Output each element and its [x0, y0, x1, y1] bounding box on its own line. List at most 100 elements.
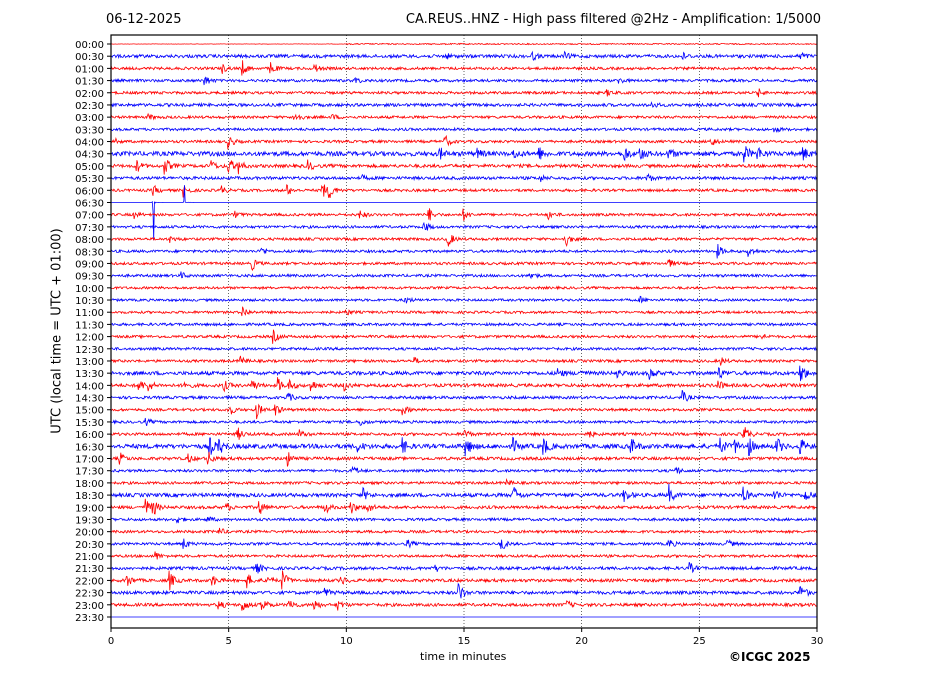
trace-0100: [110, 60, 817, 76]
trace-0730: [110, 221, 817, 231]
y-tick-label: 14:00: [75, 381, 104, 392]
trace-0030: [110, 50, 817, 61]
x-tick-label: 0: [108, 636, 114, 647]
trace-2230: [110, 582, 817, 599]
x-tick-label: 10: [340, 636, 353, 647]
copyright-label: ©ICGC 2025: [729, 650, 811, 664]
trace-1330: [110, 365, 817, 382]
y-tick-label: 01:00: [75, 64, 104, 75]
x-axis-label: time in minutes: [420, 650, 507, 663]
trace-0700: [110, 208, 817, 221]
y-tick-label: 00:30: [75, 52, 104, 63]
y-tick-label: 03:30: [75, 125, 104, 136]
y-tick-label: 06:30: [75, 198, 104, 209]
y-tick-label: 16:30: [75, 442, 104, 453]
y-tick-label: 05:00: [75, 162, 104, 173]
trace-1930: [110, 516, 817, 524]
trace-0200: [110, 88, 817, 98]
trace-1130: [110, 321, 817, 328]
y-tick-label: 21:00: [75, 552, 104, 563]
y-tick-label: 19:00: [75, 503, 104, 514]
trace-0600: [110, 184, 817, 198]
trace-2130: [110, 562, 817, 574]
y-tick-label: 01:30: [75, 77, 104, 88]
y-tick-label: 21:30: [75, 564, 104, 575]
y-tick-label: 12:30: [75, 345, 104, 356]
y-tick-label: 15:00: [75, 406, 104, 417]
y-tick-label: 17:00: [75, 455, 104, 466]
y-tick-label: 20:00: [75, 528, 104, 539]
trace-1830: [110, 483, 817, 503]
y-tick-label: 08:30: [75, 247, 104, 258]
trace-1900: [110, 498, 817, 515]
trace-0630: [111, 185, 817, 241]
trace-0130: [110, 76, 817, 86]
trace-2100: [110, 551, 817, 560]
y-tick-label: 12:00: [75, 333, 104, 344]
y-tick-label: 17:30: [75, 467, 104, 478]
trace-1800: [110, 477, 817, 486]
x-tick-label: 15: [458, 636, 471, 647]
y-tick-label: 14:30: [75, 394, 104, 405]
trace-2030: [110, 538, 817, 549]
y-tick-label: 02:30: [75, 101, 104, 112]
y-tick-label: 09:00: [75, 259, 104, 270]
trace-0330: [110, 126, 817, 134]
trace-1530: [110, 417, 817, 427]
y-tick-label: 19:30: [75, 515, 104, 526]
y-tick-label: 13:00: [75, 357, 104, 368]
y-tick-label: 04:00: [75, 138, 104, 149]
trace-1030: [110, 295, 817, 304]
trace-2200: [110, 570, 817, 591]
trace-0500: [110, 159, 817, 175]
y-tick-label: 15:30: [75, 418, 104, 429]
y-tick-label: 11:00: [75, 308, 104, 319]
trace-1100: [110, 306, 817, 317]
trace-1230: [110, 346, 817, 352]
trace-1500: [110, 403, 817, 420]
y-tick-label: 10:30: [75, 296, 104, 307]
trace-0800: [110, 234, 817, 248]
trace-1700: [110, 451, 817, 467]
trace-0400: [110, 134, 817, 150]
x-tick-label: 30: [811, 636, 824, 647]
x-tick-label: 5: [225, 636, 231, 647]
y-tick-label: 13:30: [75, 369, 104, 380]
trace-1730: [110, 465, 817, 475]
trace-1630: [110, 436, 817, 457]
y-tick-label: 18:30: [75, 491, 104, 502]
trace-1430: [110, 390, 817, 402]
y-tick-label: 23:00: [75, 601, 104, 612]
trace-1400: [110, 377, 817, 393]
trace-0300: [110, 112, 817, 121]
trace-1000: [110, 285, 817, 291]
trace-1200: [110, 329, 817, 344]
trace-2000: [110, 527, 817, 535]
y-tick-label: 18:00: [75, 479, 104, 490]
x-tick-label: 25: [693, 636, 706, 647]
y-tick-label: 05:30: [75, 174, 104, 185]
y-tick-label: 11:30: [75, 320, 104, 331]
y-tick-label: 09:30: [75, 272, 104, 283]
y-tick-label: 03:00: [75, 113, 104, 124]
y-tick-label: 00:00: [75, 40, 104, 51]
y-tick-label: 10:00: [75, 284, 104, 295]
trace-0000: [110, 42, 817, 46]
y-tick-label: 22:30: [75, 589, 104, 600]
chart-date: 06-12-2025: [106, 12, 182, 27]
y-tick-label: 22:00: [75, 576, 104, 587]
trace-0900: [110, 259, 817, 272]
chart-title: CA.REUS..HNZ - High pass filtered @2Hz -…: [405, 12, 821, 27]
trace-0530: [110, 172, 817, 183]
x-tick-label: 20: [575, 636, 588, 647]
y-tick-label: 02:00: [75, 89, 104, 100]
y-tick-label: 07:30: [75, 223, 104, 234]
trace-1600: [110, 427, 817, 440]
y-tick-label: 04:30: [75, 150, 104, 161]
trace-1300: [110, 355, 817, 366]
trace-0930: [110, 271, 817, 280]
y-tick-label: 20:30: [75, 540, 104, 551]
y-tick-label: 16:00: [75, 430, 104, 441]
